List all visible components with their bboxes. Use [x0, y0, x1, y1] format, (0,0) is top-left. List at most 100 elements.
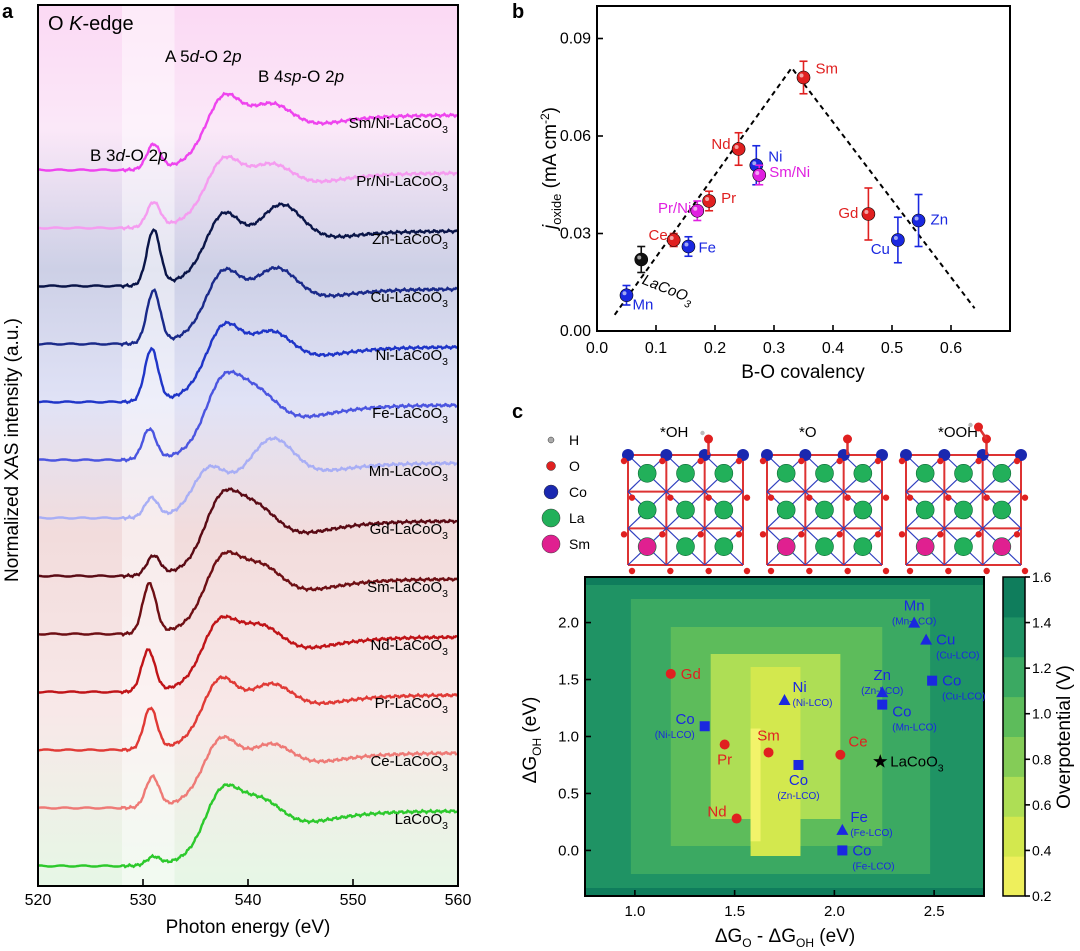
- atom-label: La: [569, 510, 585, 526]
- data-point: [861, 207, 876, 221]
- series-label: Sm/Ni-LaCoO3: [349, 115, 448, 136]
- o-atom: [1021, 494, 1029, 501]
- spectrum-line-nd-lacoo3: [38, 614, 458, 695]
- o-atom: [937, 457, 944, 465]
- x-tick-label: 0.5: [881, 340, 903, 357]
- y-tick-label: 0.09: [560, 31, 591, 48]
- panel-label-a: a: [2, 1, 14, 23]
- data-point: [873, 754, 888, 768]
- point-highlight: [755, 171, 760, 175]
- x-tick-label: 540: [235, 892, 262, 909]
- atom-legend: HO Co La Sm: [541, 432, 590, 554]
- y-axis-label: ΔGOH (eV): [520, 697, 544, 784]
- x-axis-label: ΔGO - ΔGOH (eV): [715, 926, 855, 950]
- data-point: [911, 213, 926, 228]
- point-sublabel: (Fe-LCO): [852, 861, 894, 872]
- adsorbate-label: *O: [799, 424, 817, 441]
- h-atom: [968, 422, 973, 428]
- point-highlight: [734, 145, 739, 149]
- colorbar-swatch: [1003, 736, 1025, 777]
- point-label: Mn: [904, 598, 925, 615]
- la-atom: [815, 500, 834, 520]
- o-atom: [937, 531, 944, 538]
- point-label: Co: [852, 842, 871, 859]
- o-atom: [836, 531, 843, 538]
- point-label: Ni: [768, 148, 782, 165]
- point-sublabel: (Fe-LCO): [850, 828, 892, 839]
- o-atom: [767, 567, 775, 575]
- point-label: Fe: [850, 809, 868, 826]
- spectrum-line-mn-lacoo3: [38, 435, 458, 522]
- colorbar-swatch: [1003, 816, 1025, 857]
- la-atom: [954, 500, 973, 520]
- spectrum-line-pr-lacoo3: [37, 674, 459, 753]
- overpotential-heatmap: 1.0 1.5 2.0 2.5 0.0 0.5 1.0 1.5 2.0 Gd Pr Sm Nd Ce Co…: [520, 576, 985, 950]
- la-atom: [915, 464, 935, 483]
- data-point: [752, 168, 767, 182]
- spectrum-line-sm-lacoo3: [37, 549, 458, 637]
- o-atom: [759, 457, 767, 465]
- sm-atom: [992, 537, 1012, 556]
- la-atom: [676, 464, 695, 483]
- x-tick-label: 1.0: [624, 903, 645, 920]
- o-atom: [806, 567, 813, 575]
- data-point: [665, 668, 676, 679]
- o-atom: [798, 531, 805, 538]
- colorbar-tick-label: 1.0: [1032, 706, 1052, 722]
- data-point: [877, 699, 888, 710]
- x-tick-label: 2.0: [824, 903, 845, 920]
- o-atom: [620, 531, 628, 538]
- point-label: Fe: [698, 240, 716, 257]
- slab-structure: *O: [759, 424, 890, 575]
- data-point: [793, 759, 804, 770]
- o-atom: [1021, 567, 1029, 575]
- data-point: [835, 749, 846, 760]
- sm-atom: [637, 537, 657, 556]
- colorbar-tick-label: 0.2: [1032, 888, 1052, 904]
- o-atom: [983, 567, 990, 575]
- point-sublabel: (Zn-LCO): [777, 791, 819, 802]
- data-point: [763, 747, 774, 758]
- o-atom: [759, 531, 767, 538]
- o-atom: [975, 457, 982, 465]
- data-point: [731, 813, 742, 824]
- x-tick-label: 520: [25, 892, 52, 909]
- o-atom: [735, 457, 743, 465]
- o-atom: [974, 422, 983, 432]
- point-label: Ce: [848, 734, 867, 751]
- o-atom: [906, 494, 914, 501]
- la-atom: [853, 464, 873, 483]
- volcano-trend-line: [613, 66, 976, 316]
- o-atom: [620, 457, 628, 465]
- point-highlight: [893, 236, 898, 240]
- spectrum-line-fe-lacoo3: [37, 369, 458, 463]
- o-atom: [983, 494, 990, 501]
- point-label: Sm: [816, 61, 839, 78]
- x-tick-label: 560: [445, 892, 472, 909]
- o-atom: [975, 531, 982, 538]
- adsorbate-label: *OOH: [938, 424, 978, 441]
- xas-spectra-plot: Sm/Ni-LaCoO3 Pr/Ni-LaCoO3 Zn-LaCoO3 Cu-LaCo…: [2, 4, 472, 938]
- point-sublabel: (Ni-LCO): [793, 698, 833, 709]
- y-tick-label: 0.00: [560, 323, 591, 340]
- la-atom: [637, 464, 657, 483]
- o-atom: [743, 567, 751, 575]
- colorbar-swatch: [1003, 696, 1025, 737]
- point-highlight: [752, 161, 757, 166]
- o-atom: [767, 494, 775, 501]
- shaded-region: [122, 5, 175, 886]
- annotation-b3d: B 3d-O 2p: [90, 146, 168, 165]
- o-atom: [945, 494, 952, 501]
- la-atom: [714, 537, 734, 556]
- point-sublabel: (Ni-LCO): [655, 730, 695, 741]
- o-atom: [704, 434, 713, 444]
- spectrum-line-ce-lacoo3: [37, 734, 458, 811]
- o-atom: [882, 494, 890, 501]
- x-tick-label: 0.3: [763, 340, 785, 357]
- slab-structures: *OH *O *OOH: [620, 422, 1029, 575]
- point-label: Zn: [931, 212, 949, 229]
- la-atom: [637, 500, 657, 520]
- la-atom: [915, 500, 935, 520]
- o-atom: [705, 567, 712, 575]
